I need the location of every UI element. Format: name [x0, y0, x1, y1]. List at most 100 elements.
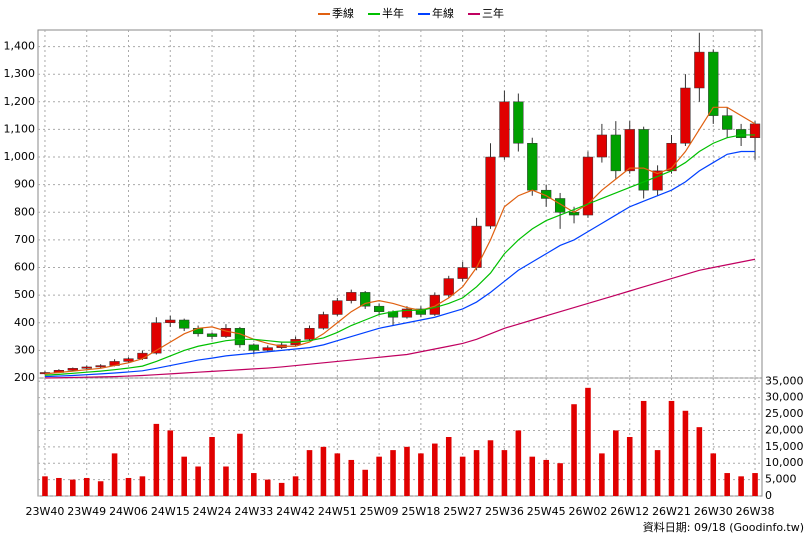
candle-body: [722, 115, 733, 130]
volume-bar: [418, 453, 424, 496]
volume-bar: [348, 459, 355, 496]
volume-bar: [529, 456, 536, 496]
x-tick-label: 24W42: [276, 505, 315, 518]
legend-label: 三年: [482, 6, 504, 20]
volume-bar: [668, 400, 675, 496]
y-tick-label: 1,300: [4, 67, 36, 80]
volume-bar: [334, 453, 341, 496]
x-tick-label: 26W38: [736, 505, 775, 518]
legend-label: 半年: [382, 6, 404, 20]
candle-body: [443, 278, 454, 296]
candle-body: [137, 352, 148, 359]
volume-bar: [83, 477, 90, 496]
volume-bar: [515, 430, 522, 496]
plot-frame: [37, 29, 763, 497]
volume-bar: [139, 476, 146, 496]
volume-bar: [125, 477, 132, 496]
candle-body: [735, 129, 747, 138]
candle-body: [554, 198, 566, 213]
candle-body: [638, 129, 649, 191]
volume-bar: [445, 437, 452, 496]
y-tick-label: 1,200: [4, 95, 36, 108]
volume-bar: [710, 453, 717, 496]
volume-bar: [557, 463, 563, 496]
x-tick-label: 25W45: [527, 505, 566, 518]
x-tick-label: 25W36: [485, 505, 524, 518]
x-tick-label: 24W51: [318, 505, 357, 518]
candle-body: [652, 170, 663, 191]
candle-body: [234, 328, 246, 346]
candle-body: [81, 366, 92, 369]
volume-bar: [278, 482, 285, 496]
volume-bar: [306, 450, 313, 496]
candle-body: [415, 308, 427, 315]
candle-body: [206, 333, 218, 337]
candle-body: [485, 156, 496, 227]
legend-label: 季線: [332, 6, 354, 20]
y-tick-label: 600: [14, 261, 35, 274]
x-tick-label: 23W40: [26, 505, 65, 518]
candle-body: [582, 156, 594, 216]
y-tick-label: 1,100: [4, 122, 36, 135]
volume-bar: [292, 476, 299, 496]
volume-bar: [585, 387, 591, 496]
x-tick-label: 25W18: [401, 505, 440, 518]
volume-bar: [390, 450, 396, 496]
volume-bar: [626, 437, 633, 496]
volume-bar: [209, 437, 215, 496]
y-tick-label: 400: [14, 316, 35, 329]
volume-bar: [56, 477, 62, 496]
volume-bar: [264, 479, 271, 496]
volume-bar: [167, 430, 174, 496]
volume-bar: [153, 423, 160, 496]
candle-body: [429, 294, 440, 315]
footer: 資料日期: 09/18 (Goodinfo.tw): [643, 520, 804, 534]
candle-body: [304, 328, 315, 340]
volume-bar: [432, 443, 438, 496]
volume-bar: [738, 476, 744, 496]
y-tick-label: 10,000: [765, 456, 804, 469]
candle-body: [596, 134, 608, 158]
volume-bar: [459, 456, 466, 496]
candle-body: [527, 142, 538, 191]
volume-bar: [362, 469, 368, 496]
candle-body: [401, 308, 413, 318]
candle-body: [457, 267, 468, 279]
candle-body: [513, 101, 524, 144]
y-tick-label: 1,400: [4, 40, 36, 53]
volume-bar: [181, 456, 187, 496]
candle-body: [499, 101, 510, 158]
y-tick-label: 15,000: [765, 440, 804, 453]
x-tick-label: 23W49: [67, 505, 106, 518]
y-tick-label: 1,000: [4, 150, 36, 163]
volume-bar: [97, 481, 104, 496]
x-tick-label: 26W02: [569, 505, 608, 518]
volume-bar: [696, 427, 703, 496]
volume-bar: [682, 410, 689, 496]
candle-body: [332, 300, 343, 315]
x-tick-label: 24W15: [151, 505, 190, 518]
volume-bar: [320, 446, 327, 496]
x-tick-label: 26W21: [652, 505, 691, 518]
ma-line: [44, 134, 756, 376]
volume-bar: [376, 456, 382, 496]
volume-bar: [473, 450, 480, 496]
candle-body: [346, 292, 357, 301]
y-tick-label: 20,000: [765, 423, 804, 436]
candle-body: [680, 87, 691, 144]
ma-line: [44, 258, 756, 379]
volume-bar: [223, 466, 229, 496]
volume-bar: [501, 450, 508, 496]
volume-bar: [237, 433, 243, 496]
volume-bar: [654, 450, 661, 496]
y-tick-label: 25,000: [765, 407, 804, 420]
y-tick-label: 5,000: [765, 473, 797, 486]
ma-line: [44, 150, 756, 378]
legend-label: 年線: [432, 6, 454, 20]
y-tick-label: 0: [765, 489, 772, 502]
candle-body: [624, 129, 635, 172]
y-tick-label: 200: [14, 371, 35, 384]
y-tick-label: 500: [14, 288, 35, 301]
